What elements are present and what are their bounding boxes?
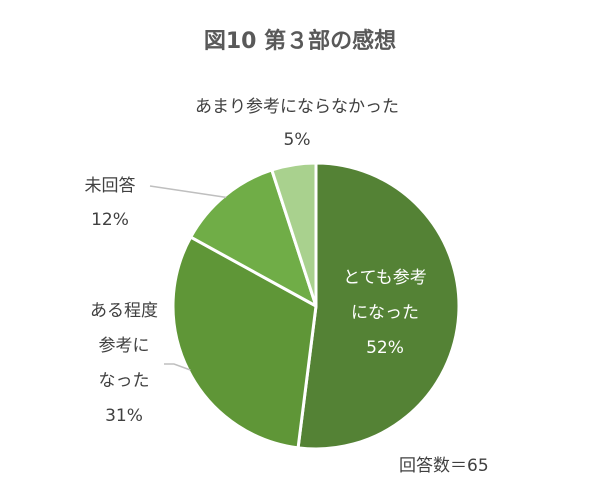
slice-label-line: あまり参考にならなかった [195, 97, 399, 117]
slice-label-line: なった [99, 371, 150, 391]
pie-slice [189, 168, 318, 308]
slice-label-line: になった [351, 303, 419, 323]
leader-lines [149, 185, 227, 371]
slice-percent-label: 52% [366, 338, 404, 358]
slice-percent-label: 5% [284, 130, 311, 150]
slice-label-line: 未回答 [85, 176, 136, 196]
response-count-note: 回答数＝65 [399, 456, 489, 476]
slice-label-line: とても参考 [343, 268, 427, 288]
pie-slice [171, 235, 318, 450]
slice-percent-label: 12% [91, 210, 129, 230]
leader-line [149, 185, 227, 199]
slice-label-line: ある程度 [90, 301, 158, 321]
slice-percent-label: 31% [105, 406, 143, 426]
slice-label-line: 参考に [99, 336, 150, 356]
leader-line [164, 363, 191, 371]
chart-title: 図10 第３部の感想 [204, 28, 396, 54]
pie-slices [171, 161, 461, 451]
pie-slice [270, 161, 318, 308]
pie-slice [296, 161, 461, 451]
